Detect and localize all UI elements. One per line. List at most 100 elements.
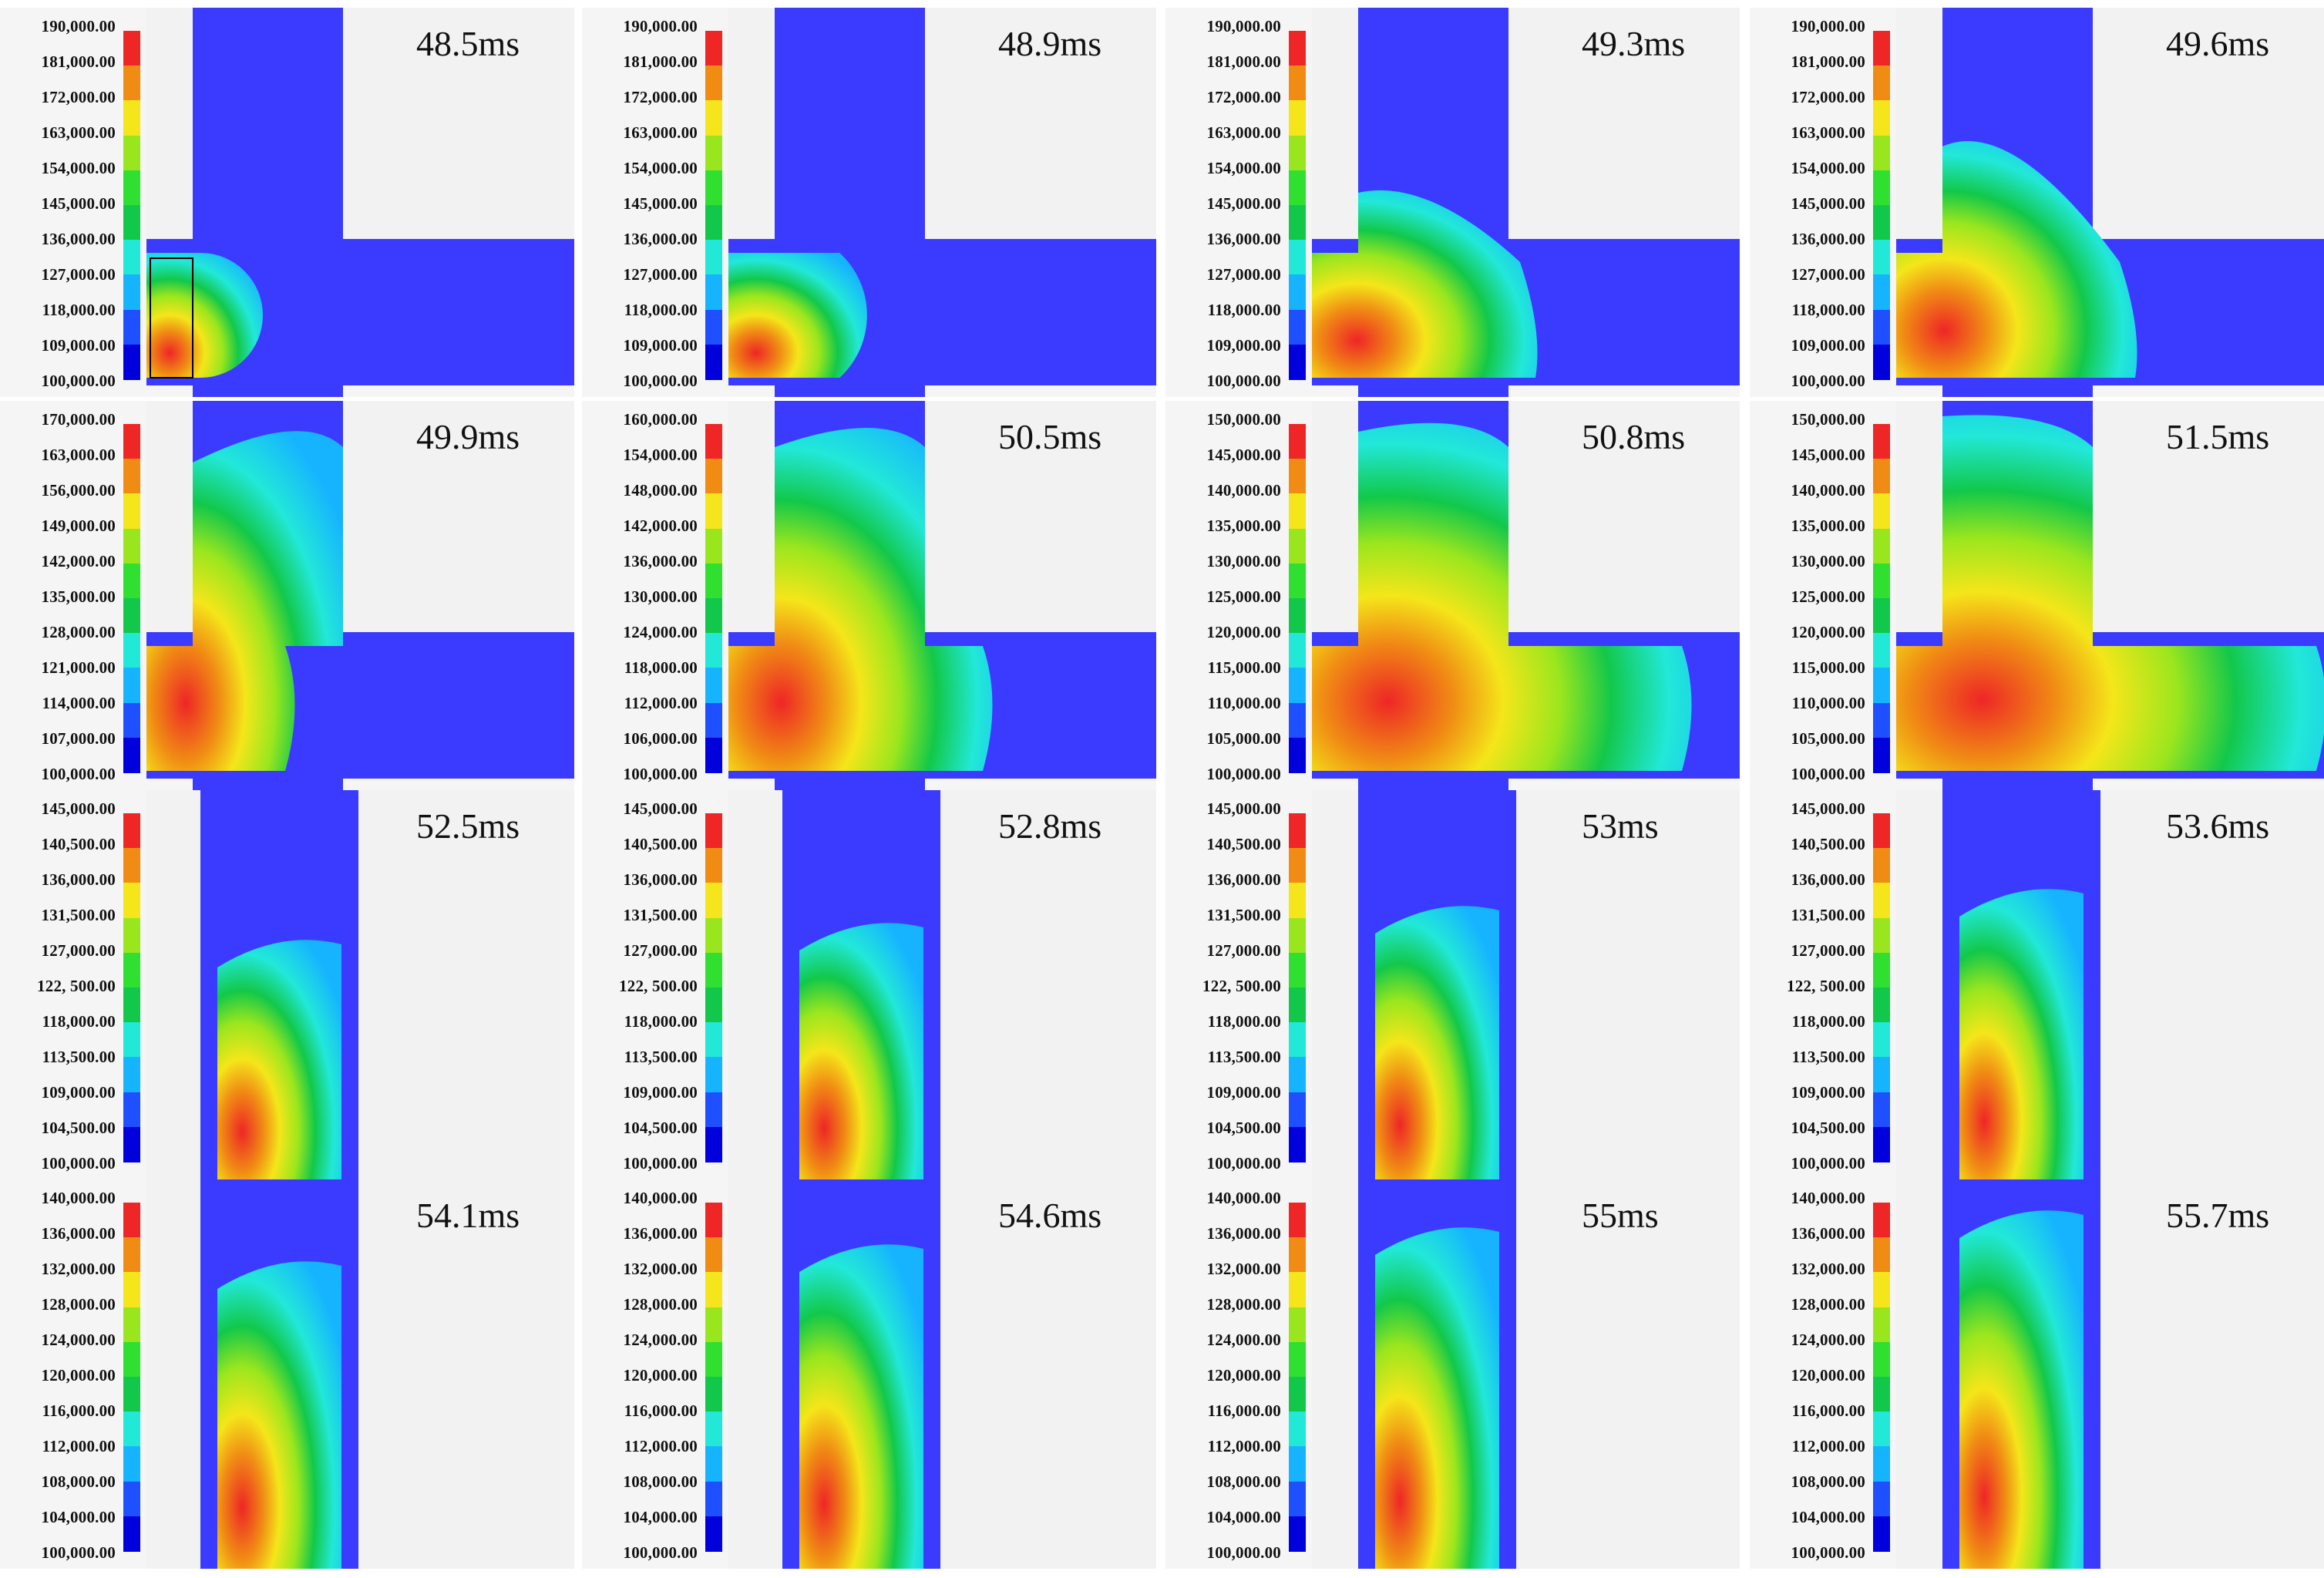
legend-tick-label: 104,000.00 [1206,1508,1281,1526]
legend-tick-label: 172,000.00 [41,88,116,106]
legend-tick-label: 104,500.00 [1206,1119,1281,1137]
pressure-contour-region [1896,415,2324,771]
legend-color-segment [705,883,722,919]
legend-tick-label: 149,000.00 [41,516,116,535]
legend-tick-label: 109,000.00 [41,336,116,355]
legend-tick-label: 128,000.00 [1206,1295,1281,1314]
legend-tick-label: 136,000.00 [623,1224,698,1243]
legend-tick-label: 110,000.00 [1207,694,1281,712]
legend-tick-label: 128,000.00 [41,623,116,641]
legend-color-segment [123,988,140,1024]
legend-tick-label: 125,000.00 [1206,587,1281,606]
legend-tick-label: 120,000.00 [1791,1366,1865,1385]
legend-tick-label: 109,000.00 [1206,336,1281,355]
legend-tick-label: 100,000.00 [1791,1154,1865,1173]
wall-region [1312,401,1358,632]
legend-tick-label: 136,000.00 [623,230,698,248]
legend-color-segment [123,813,140,850]
legend-color-segment [705,1411,722,1448]
legend-tick-label: 109,000.00 [1791,1083,1865,1102]
legend-color-segment [1873,528,1890,564]
legend-tick-label: 132,000.00 [1791,1260,1865,1278]
legend-tick-label: 172,000.00 [623,88,698,106]
legend-color-segment [1873,344,1890,380]
legend-tick-label: 181,000.00 [623,52,698,71]
color-legend: 170,000.00 163,000.00 156,000.00 149,000.00… [0,401,146,790]
pressure-field [1896,401,2324,790]
legend-tick-label: 118,000.00 [1791,1012,1865,1031]
legend-tick-label: 113,500.00 [624,1048,698,1066]
wall-region [343,401,574,632]
pressure-contour-region [1375,906,1499,1179]
time-label: 49.3ms [1582,24,1686,63]
legend-tick-label: 100,000.00 [1791,1543,1865,1562]
legend-tick-label: 127,000.00 [1791,265,1865,284]
legend-color-segment [1873,1092,1890,1128]
legend-color-segment [705,66,722,102]
legend-tick-label: 100,000.00 [1206,372,1281,390]
legend-color-segment [123,240,140,276]
legend-color-segment [123,668,140,704]
legend-tick-label: 127,000.00 [1791,941,1865,960]
legend-tick-label: 122, 500.00 [37,977,116,995]
legend-tick-label: 121,000.00 [41,658,116,677]
legend-color-segment [705,1203,722,1239]
color-legend-strip [1873,31,1890,380]
legend-color-segment [1289,1022,1306,1058]
legend-color-segment [123,848,140,884]
legend-color-segment [705,205,722,241]
legend-color-segment [123,1237,140,1274]
legend-color-segment [123,493,140,530]
legend-tick-label: 100,000.00 [623,765,698,783]
legend-tick-label: 145,000.00 [1791,194,1865,213]
pressure-contour-region [1312,422,1692,771]
wall-region [2093,401,2324,632]
legend-color-segment [123,1377,140,1413]
color-legend: 145,000.00 140,500.00 136,000.00 131,500.00… [1165,790,1312,1179]
legend-color-segment [1289,952,1306,988]
legend-tick-label: 148,000.00 [623,481,698,500]
legend-tick-label: 145,000.00 [1791,446,1865,464]
legend-color-segment [1873,633,1890,669]
legend-tick-label: 140,000.00 [1206,481,1281,500]
legend-color-segment [123,1092,140,1128]
legend-color-segment [123,459,140,495]
time-label: 52.5ms [416,806,520,846]
legend-color-segment [123,170,140,206]
legend-tick-label: 127,000.00 [41,941,116,960]
legend-tick-label: 100,000.00 [623,372,698,390]
initial-charge-outline [150,257,193,379]
legend-tick-label: 145,000.00 [41,194,116,213]
legend-color-segment [1289,848,1306,884]
time-label: 54.6ms [998,1196,1102,1235]
legend-tick-label: 142,000.00 [623,516,698,535]
color-legend-strip [123,813,140,1162]
legend-tick-label: 150,000.00 [1206,410,1281,429]
contour-panel-9: 145,000.00 140,500.00 136,000.00 131,500.00… [0,790,574,1179]
legend-tick-label: 109,000.00 [41,1083,116,1102]
wall-region [925,401,1156,632]
legend-color-segment [123,1446,140,1482]
legend-tick-label: 122, 500.00 [619,977,698,995]
legend-color-segment [1873,1341,1890,1378]
legend-tick-label: 136,000.00 [1791,1224,1865,1243]
contour-panel-4: 190,000.00 181,000.00 172,000.00 163,000.00… [1750,8,2324,397]
pressure-field [1896,790,2324,1179]
contour-panel-15: 140,000.00 136,000.00 132,000.00 128,000.00… [1165,1179,1740,1569]
contour-panel-7: 150,000.00 145,000.00 140,000.00 135,000.00… [1165,401,1740,790]
pressure-contour-region [1312,190,1538,378]
legend-color-segment [1289,1307,1306,1343]
legend-color-segment [1873,100,1890,136]
legend-color-segment [1289,917,1306,954]
legend-tick-label: 108,000.00 [1791,1472,1865,1491]
legend-color-segment [1289,1057,1306,1093]
legend-tick-label: 118,000.00 [624,1012,698,1031]
legend-color-segment [705,274,722,311]
legend-tick-label: 136,000.00 [1206,870,1281,889]
legend-color-segment [705,1341,722,1378]
contour-plot [1896,401,2324,790]
legend-tick-label: 145,000.00 [623,194,698,213]
legend-color-segment [1873,1022,1890,1058]
legend-color-segment [705,633,722,669]
legend-color-segment [1289,1272,1306,1308]
